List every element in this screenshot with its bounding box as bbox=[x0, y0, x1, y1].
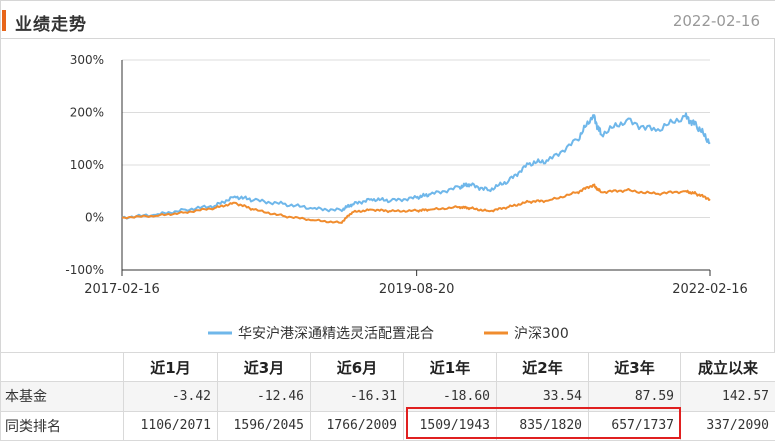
panel-header: 业绩走势 2022-02-16 bbox=[1, 1, 775, 39]
table-cell: -18.60 bbox=[403, 381, 497, 412]
legend-label: 沪深300 bbox=[514, 326, 569, 342]
table-cell: -16.31 bbox=[310, 381, 404, 412]
table-cell: 835/1820 bbox=[496, 410, 589, 441]
panel-title: 业绩走势 bbox=[15, 15, 87, 35]
y-tick-label: -100% bbox=[65, 263, 104, 277]
header-cell: 近1年 bbox=[403, 351, 497, 383]
chart-svg: 300% 200% 100% 0% -100% 2017-02-16 2019-08-20… bbox=[65, 53, 748, 342]
table-cell: 1509/1943 bbox=[403, 410, 497, 441]
chart-grid bbox=[122, 59, 710, 271]
chart-legend: 华安沪港深通精选灵活配置混合 沪深300 bbox=[208, 326, 569, 342]
panel-date: 2022-02-16 bbox=[672, 12, 760, 30]
x-tick-label: 2022-02-16 bbox=[672, 282, 748, 297]
table-cell: 657/1737 bbox=[588, 410, 681, 441]
table-cell: 142.57 bbox=[680, 381, 775, 412]
table-cell: 1596/2045 bbox=[217, 410, 311, 441]
header-cell: 成立以来 bbox=[680, 351, 775, 383]
table-row-rank: 同类排名 1106/2071 1596/2045 1766/2009 1509/… bbox=[0, 410, 775, 441]
table-header-row: 近1月 近3月 近6月 近1年 近2年 近3年 成立以来 bbox=[0, 351, 775, 383]
table-row-fund: 本基金 -3.42 -12.46 -16.31 -18.60 33.54 87.… bbox=[0, 381, 775, 412]
header-cell bbox=[0, 351, 124, 383]
y-tick-label: 0% bbox=[85, 211, 104, 225]
performance-chart: 300% 200% 100% 0% -100% 2017-02-16 2019-08-20… bbox=[0, 38, 775, 352]
x-tick-label: 2017-02-16 bbox=[84, 282, 160, 297]
y-tick-label: 300% bbox=[70, 53, 104, 67]
x-axis: 2017-02-16 2019-08-20 2022-02-16 bbox=[84, 269, 748, 297]
legend-label: 华安沪港深通精选灵活配置混合 bbox=[238, 326, 434, 342]
fund-series-line bbox=[121, 112, 711, 220]
row-label: 本基金 bbox=[0, 381, 124, 412]
y-tick-label: 100% bbox=[70, 158, 104, 172]
index-series-line bbox=[121, 183, 711, 224]
table-cell: 1766/2009 bbox=[310, 410, 404, 441]
header-cell: 近6月 bbox=[310, 351, 404, 383]
table-cell: 1106/2071 bbox=[123, 410, 218, 441]
table-cell: -3.42 bbox=[123, 381, 218, 412]
y-axis: 300% 200% 100% 0% -100% bbox=[65, 53, 123, 277]
header-cell: 近2年 bbox=[496, 351, 589, 383]
chart-series bbox=[121, 112, 711, 224]
table-cell: -12.46 bbox=[217, 381, 311, 412]
y-tick-label: 200% bbox=[70, 106, 104, 120]
table-cell: 337/2090 bbox=[680, 410, 775, 441]
row-label: 同类排名 bbox=[0, 410, 124, 441]
x-tick-label: 2019-08-20 bbox=[379, 282, 455, 297]
table-cell: 33.54 bbox=[496, 381, 589, 412]
table-cell: 87.59 bbox=[588, 381, 681, 412]
title-accent-bar bbox=[2, 10, 6, 31]
header-cell: 近3月 bbox=[217, 351, 311, 383]
header-cell: 近3年 bbox=[588, 351, 681, 383]
header-cell: 近1月 bbox=[123, 351, 218, 383]
performance-table: 近1月 近3月 近6月 近1年 近2年 近3年 成立以来 本基金 -3.42 -… bbox=[0, 351, 775, 441]
